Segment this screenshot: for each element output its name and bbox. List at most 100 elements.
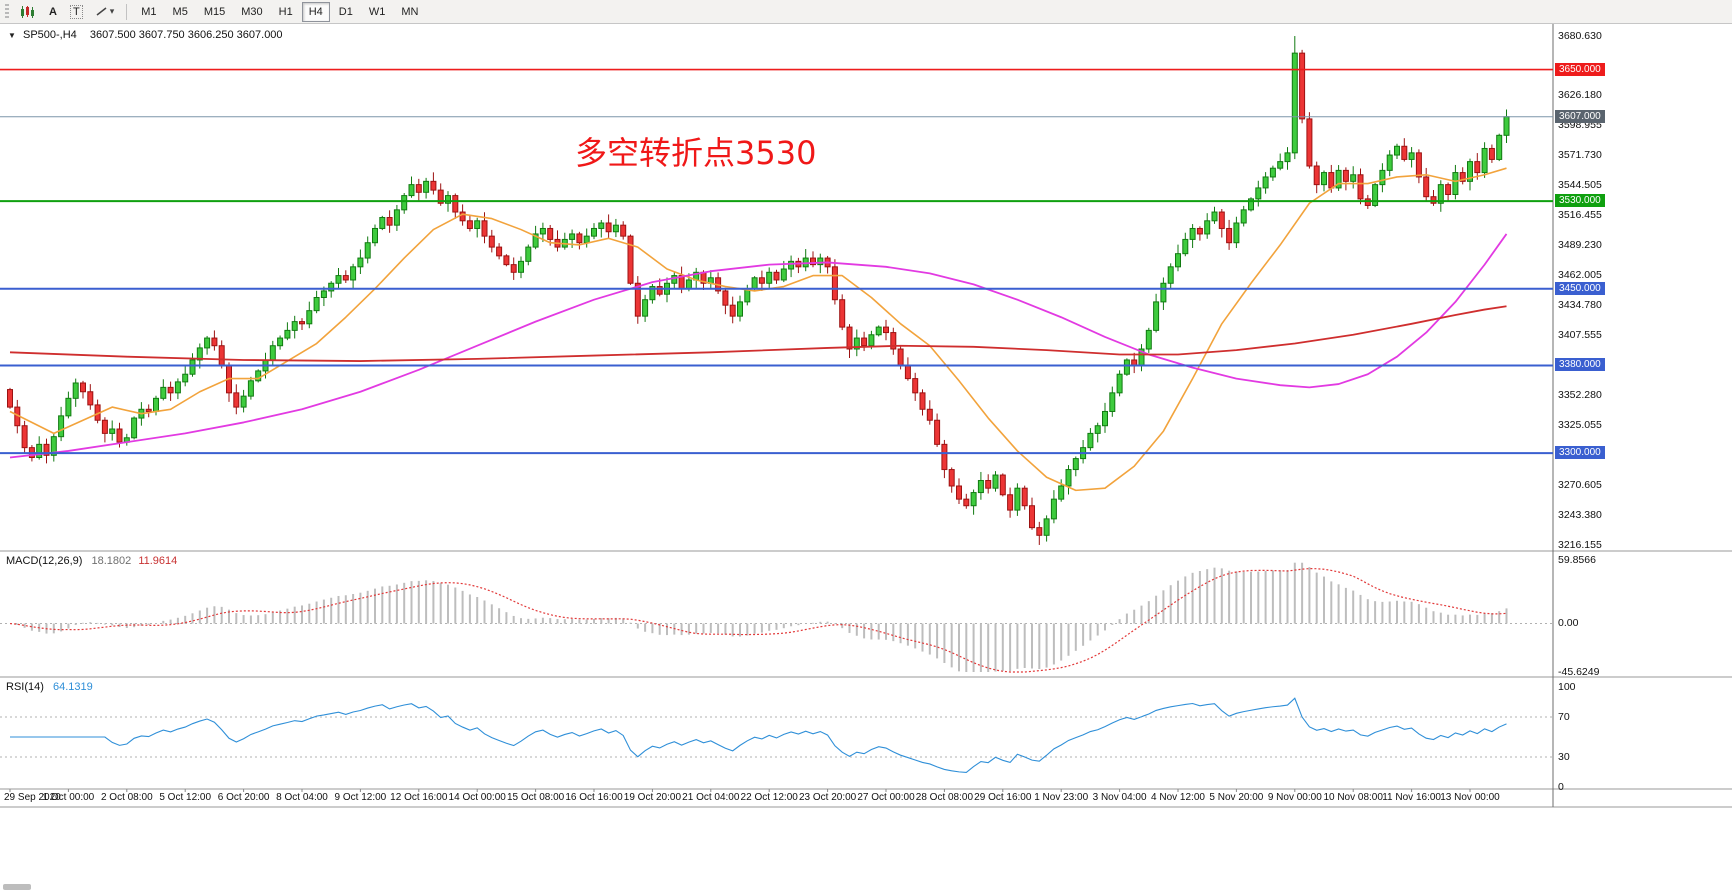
candle-body (1467, 161, 1473, 182)
candle-body (1196, 227, 1203, 235)
candle-body (576, 233, 583, 244)
candle-body (1386, 154, 1393, 171)
candle-body (145, 408, 152, 412)
candle-body (452, 195, 459, 213)
candle-body (247, 380, 254, 397)
candle-body (1175, 253, 1181, 268)
timeframe-d1-button[interactable]: D1 (332, 2, 360, 22)
timeframe-h4-button[interactable]: H4 (301, 1, 330, 22)
candle-body (985, 480, 992, 489)
candle-body (1269, 167, 1276, 178)
rsi-panel-area[interactable] (0, 677, 1553, 789)
candle-body (810, 257, 816, 266)
macd-indicator-label: MACD(12,26,9) 18.1802 11.9614 (6, 555, 177, 567)
label-tool-glyph: T (70, 4, 83, 19)
candle-body (1218, 211, 1225, 229)
candle-body (1233, 222, 1240, 244)
candle-body (1255, 187, 1262, 200)
candle-body (1415, 152, 1422, 178)
candle-body (255, 370, 262, 382)
candle-body (350, 266, 357, 281)
candle-body (277, 337, 284, 347)
timeframe-m5-button[interactable]: M5 (166, 2, 195, 22)
candle-body (320, 290, 327, 299)
timeframe-m15-button[interactable]: M15 (197, 2, 232, 22)
timeframe-m30-button[interactable]: M30 (234, 2, 269, 22)
candle-body (518, 260, 524, 273)
candle-body (1087, 432, 1094, 449)
chart-annotation-text[interactable]: 多空转折点3530 (575, 134, 817, 172)
timeframe-w1-button[interactable]: W1 (362, 2, 393, 22)
candle-body (1153, 301, 1160, 331)
candle-body (408, 184, 415, 197)
macd-signal-line (9, 568, 1507, 673)
candle-body (1474, 161, 1481, 174)
candle-body (1481, 147, 1488, 174)
candle-body (364, 242, 371, 259)
rsi-indicator-label: RSI(14) 64.1319 (6, 681, 93, 693)
candle-body (1094, 425, 1101, 434)
candle-body (1014, 487, 1021, 511)
price-scale[interactable] (1553, 24, 1732, 789)
candle-body (1408, 152, 1415, 160)
candle-body (1299, 52, 1306, 120)
collapse-icon[interactable]: ▼ (8, 31, 16, 40)
candle-body (415, 184, 422, 193)
candle-body (335, 275, 342, 284)
candle-body (189, 359, 196, 375)
candle-body (379, 217, 386, 229)
candle-body (853, 337, 860, 350)
chevron-down-icon: ▾ (109, 6, 115, 16)
candle-body (861, 337, 868, 347)
candle-body (773, 271, 780, 281)
candle-body (1372, 184, 1379, 206)
candle-body (1021, 487, 1028, 507)
trendline-icon (96, 7, 107, 16)
chart-type-button[interactable] (15, 2, 41, 22)
draw-tool-button[interactable]: ▾ (90, 2, 120, 22)
candle-body (101, 419, 108, 434)
macd-panel-area[interactable] (0, 551, 1553, 677)
candle-body (80, 382, 86, 393)
candle-body (196, 347, 203, 361)
candle-body (386, 217, 393, 226)
candle-body (999, 474, 1006, 496)
candle-body (430, 180, 437, 191)
candle-body (890, 332, 897, 350)
time-axis[interactable] (0, 789, 1553, 807)
candle-body (1277, 161, 1284, 169)
main-chart-area[interactable] (0, 24, 1553, 551)
candle-body (211, 337, 218, 347)
timeframe-m1-button[interactable]: M1 (134, 2, 163, 22)
candle-body (532, 233, 539, 248)
candle-body (1321, 172, 1327, 186)
candle-body (357, 257, 364, 268)
candle-body (1065, 469, 1072, 487)
candle-body (970, 492, 977, 507)
candle-body (919, 392, 926, 410)
candle-body (109, 428, 116, 434)
candle-body (496, 246, 503, 257)
candle-body (1167, 266, 1174, 284)
candle-body (437, 189, 444, 204)
label-tool-button[interactable]: T (65, 2, 88, 22)
toolbar-drag-handle[interactable] (5, 4, 9, 19)
symbol-label: SP500-,H4 (22, 29, 77, 41)
candle-body (445, 195, 451, 204)
timeframe-h1-button[interactable]: H1 (272, 2, 300, 22)
text-tool-button[interactable]: A (43, 2, 63, 22)
candle-body (729, 304, 736, 317)
candle-body (503, 255, 510, 266)
candle-body (466, 220, 473, 229)
candle-body (963, 498, 970, 507)
candle-body (1335, 169, 1342, 189)
scrollbar-thumb[interactable] (3, 884, 31, 890)
ohlc-values: 3607.500 3607.750 3606.250 3607.000 (89, 29, 283, 41)
candle-body (1423, 176, 1430, 198)
candle-body (1029, 505, 1035, 529)
candle-body (1350, 174, 1357, 182)
timeframe-mn-button[interactable]: MN (394, 2, 425, 22)
candle-body (1109, 392, 1116, 412)
candle-body (284, 329, 291, 339)
candle-body (1488, 147, 1495, 160)
